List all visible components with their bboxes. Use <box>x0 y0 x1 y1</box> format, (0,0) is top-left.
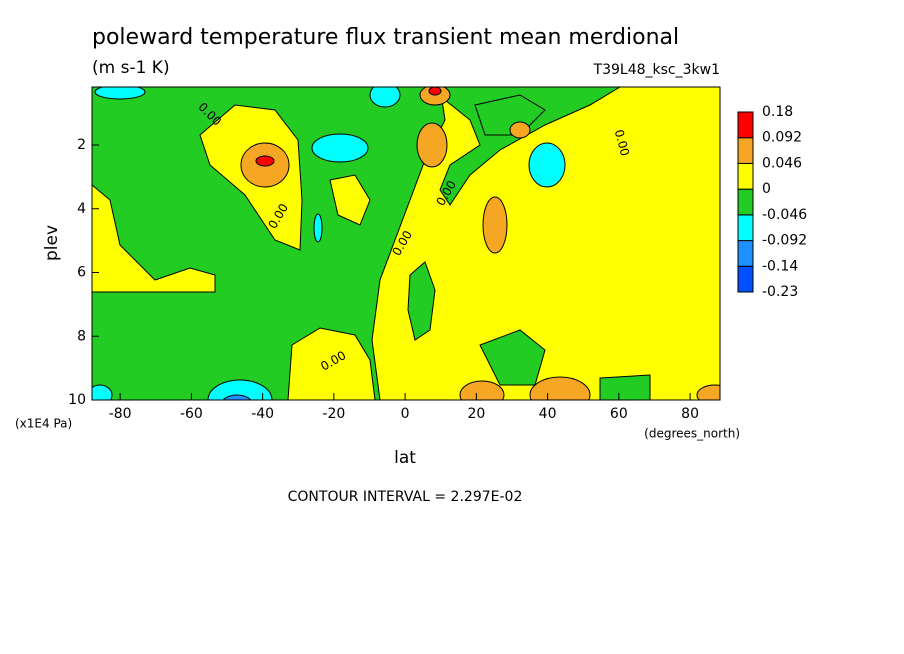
x-tick-label: -20 <box>322 406 345 422</box>
contour-region <box>528 142 566 188</box>
x-tick-label: 40 <box>539 406 557 422</box>
contour-region <box>509 121 531 139</box>
contour-region <box>696 384 720 400</box>
colorbar-label: -0.046 <box>762 207 807 223</box>
contour-region <box>94 87 146 100</box>
colorbar-label: -0.23 <box>762 284 798 300</box>
colorbar-label: 0.092 <box>762 130 802 146</box>
colorbar-label: 0.18 <box>762 104 793 120</box>
y-tick-label: 10 <box>68 392 86 408</box>
x-tick-label: -40 <box>251 406 274 422</box>
colorbar-swatch <box>737 111 754 139</box>
contour-region <box>459 380 505 400</box>
contour-region <box>329 174 371 226</box>
contour-label: 0.00 <box>612 128 632 157</box>
colorbar-label: -0.092 <box>762 233 807 249</box>
contour-region <box>479 329 546 386</box>
contour-region <box>207 379 273 400</box>
x-tick-label: 80 <box>681 406 699 422</box>
contour-region <box>371 87 720 400</box>
x-tick-label: 60 <box>610 406 628 422</box>
field <box>92 87 720 400</box>
contour-region <box>287 327 376 400</box>
y-tick-label: 2 <box>77 137 86 153</box>
colorbar-swatch <box>737 162 754 190</box>
x-tick-label: 0 <box>401 406 410 422</box>
x-tick-label: 20 <box>467 406 485 422</box>
contour-region <box>313 213 323 243</box>
note: CONTOUR INTERVAL = 2.297E-02 <box>288 489 523 505</box>
colorbar-label: 0.046 <box>762 155 802 171</box>
contour-region <box>599 374 651 400</box>
x-tick-label: -60 <box>180 406 203 422</box>
contour-region <box>428 87 442 96</box>
colorbar-swatch <box>737 188 754 216</box>
x-label: lat <box>394 448 416 468</box>
chart-title: poleward temperature flux transient mean… <box>92 25 679 50</box>
colorbar-label: 0 <box>762 181 771 197</box>
contour-region <box>311 133 369 163</box>
y-tick-label: 4 <box>77 201 86 217</box>
x-units: (degrees_north) <box>644 427 740 441</box>
contour-region <box>255 155 275 167</box>
contour-region <box>92 384 113 400</box>
contour-region <box>482 196 508 254</box>
colorbar-swatch <box>737 214 754 242</box>
dataset: T39L48_ksc_3kw1 <box>593 62 720 78</box>
contour-region <box>222 394 252 400</box>
colorbar-swatch <box>737 265 754 293</box>
units: (m s-1 K) <box>92 58 170 78</box>
plot-frame <box>91 86 721 401</box>
colorbar-swatch <box>737 137 754 164</box>
contour-region <box>419 87 451 106</box>
contour-region <box>407 261 436 341</box>
contour-region <box>369 87 401 108</box>
colorbar-label: -0.14 <box>762 258 798 274</box>
y-label: plev <box>42 225 62 261</box>
contour-region <box>92 184 216 293</box>
y-tick-label: 8 <box>77 328 86 344</box>
y-units: (x1E4 Pa) <box>15 417 72 431</box>
y-tick-label: 6 <box>77 265 86 281</box>
contour-region <box>416 122 448 168</box>
x-tick-label: -80 <box>109 406 132 422</box>
contour-region <box>529 376 591 400</box>
colorbar-swatch <box>737 240 754 267</box>
